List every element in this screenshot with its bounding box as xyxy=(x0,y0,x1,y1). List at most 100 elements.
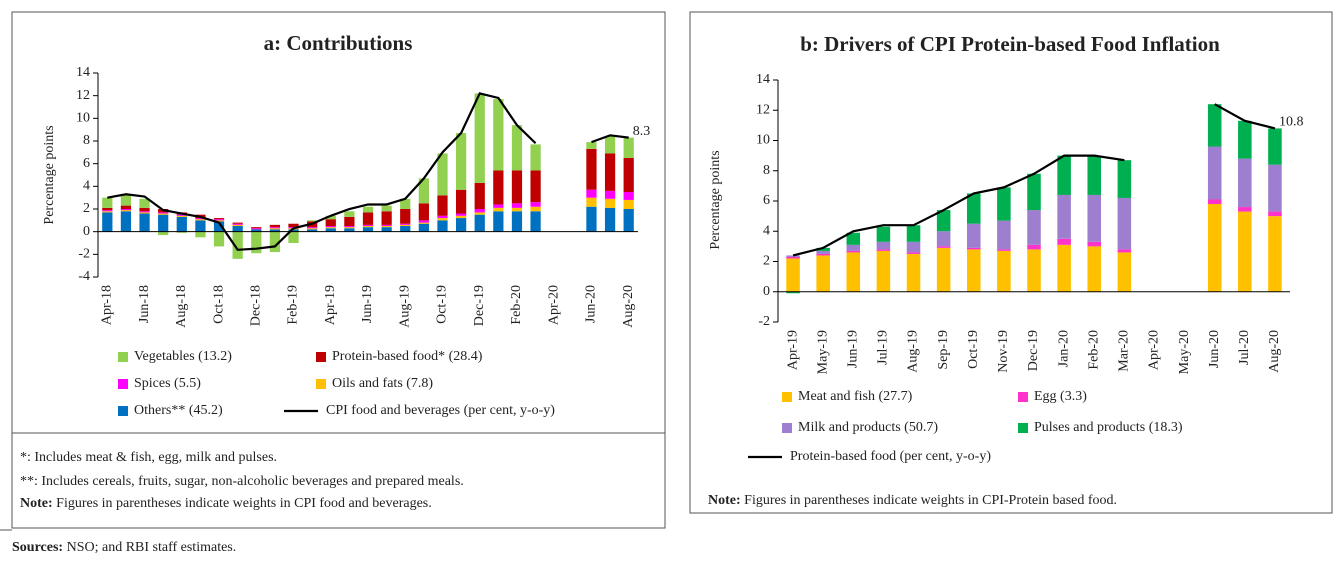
legend-swatch xyxy=(316,379,326,389)
bar xyxy=(1117,197,1132,250)
bar xyxy=(251,227,262,229)
bar xyxy=(437,220,448,232)
bar xyxy=(455,213,467,216)
bar xyxy=(493,211,504,232)
x-tick-label: Aug-19 xyxy=(906,330,921,373)
bar xyxy=(1027,244,1041,250)
bar xyxy=(906,252,921,254)
bar xyxy=(1117,252,1132,292)
bar xyxy=(381,224,392,226)
bar xyxy=(139,207,150,212)
bar xyxy=(362,206,374,213)
bar xyxy=(816,247,830,251)
y-tick-label: 2 xyxy=(83,201,90,216)
x-tick-label: Feb-20 xyxy=(509,285,524,325)
bar xyxy=(269,229,281,232)
bar xyxy=(120,205,132,209)
x-tick-label: Oct-19 xyxy=(966,330,981,369)
bar xyxy=(786,256,800,259)
x-tick-label: Jun-19 xyxy=(360,285,375,323)
legend-swatch xyxy=(118,406,128,416)
bar xyxy=(195,219,206,221)
x-tick-label: Jun-18 xyxy=(137,285,152,323)
bar xyxy=(120,195,132,206)
line xyxy=(107,92,537,251)
legend-swatch xyxy=(782,423,792,433)
x-tick-label: Nov-19 xyxy=(996,330,1011,373)
bar xyxy=(786,255,800,257)
bar xyxy=(455,218,467,232)
bar xyxy=(269,228,281,230)
bar xyxy=(195,218,206,220)
bar xyxy=(530,170,541,203)
bar xyxy=(176,215,187,217)
bar xyxy=(176,216,187,232)
bar xyxy=(288,231,299,243)
line xyxy=(792,154,1125,257)
x-tick-label: Aug-18 xyxy=(174,285,189,328)
sources: Sources: NSO; and RBI staff estimates. xyxy=(12,540,236,555)
bar xyxy=(139,198,150,208)
bar xyxy=(102,207,113,211)
bar xyxy=(876,226,891,242)
bar xyxy=(400,198,411,209)
bar xyxy=(437,195,448,216)
bar xyxy=(232,223,243,225)
bar xyxy=(604,207,616,232)
bar xyxy=(966,247,981,250)
legend-label: Spices (5.5) xyxy=(134,376,201,391)
bar xyxy=(120,211,132,232)
y-tick-label: 6 xyxy=(83,156,90,171)
bar xyxy=(232,224,243,226)
bar xyxy=(1057,194,1071,239)
bar xyxy=(102,210,113,212)
note: Note: Figures in parentheses indicate we… xyxy=(708,493,1117,508)
x-tick-label: Aug-20 xyxy=(1267,330,1282,373)
bar xyxy=(251,229,262,232)
bar xyxy=(176,214,187,216)
bar xyxy=(195,220,206,232)
bar xyxy=(1207,146,1222,200)
bar xyxy=(213,219,225,221)
bar xyxy=(493,204,504,208)
bar xyxy=(1238,207,1252,212)
bar xyxy=(307,227,318,229)
y-tick-label: 14 xyxy=(756,72,770,87)
x-tick-label: Apr-18 xyxy=(100,285,115,325)
note-text: Figures in parentheses indicate weights … xyxy=(53,496,432,511)
bar xyxy=(493,170,504,205)
x-tick-label: Aug-20 xyxy=(621,285,636,328)
bar xyxy=(455,133,467,190)
bar xyxy=(1207,199,1222,205)
legend-label: Pulses and products (18.3) xyxy=(1034,420,1183,435)
legend-swatch xyxy=(118,352,128,362)
x-tick-label: Apr-20 xyxy=(1147,330,1162,370)
line xyxy=(591,134,629,144)
legend-label: Others** (45.2) xyxy=(134,403,223,418)
bar xyxy=(1238,158,1252,208)
x-tick-label: Dec-19 xyxy=(472,285,487,326)
x-tick-label: Jan-20 xyxy=(1056,330,1071,367)
y-tick-label: 10 xyxy=(76,111,90,126)
x-tick-label: May-19 xyxy=(815,330,830,374)
bar xyxy=(120,210,132,212)
bar xyxy=(511,203,523,208)
bar xyxy=(1057,155,1071,195)
x-tick-label: Jul-19 xyxy=(876,330,891,365)
bar xyxy=(604,190,616,199)
chart-title: a: Contributions xyxy=(264,31,413,55)
bar xyxy=(816,253,830,256)
bar xyxy=(906,241,921,253)
bar xyxy=(786,291,800,294)
bar xyxy=(400,226,411,232)
bar xyxy=(176,231,187,233)
legend-label: Milk and products (50.7) xyxy=(798,420,938,435)
bar xyxy=(325,228,336,232)
bar xyxy=(604,198,616,208)
x-tick-label: Oct-18 xyxy=(211,285,226,324)
y-axis-label: Percentage points xyxy=(708,150,723,249)
bar xyxy=(906,225,921,242)
bar xyxy=(474,93,485,183)
bar xyxy=(418,222,429,224)
